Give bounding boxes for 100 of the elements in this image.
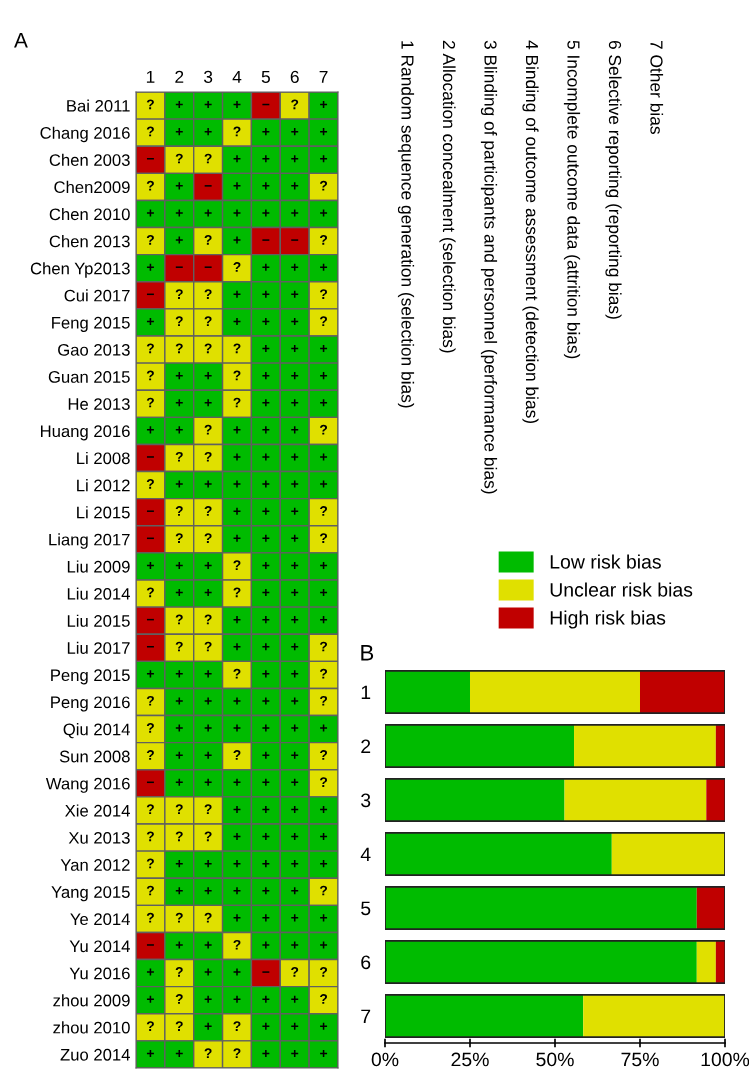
text: + bbox=[146, 1049, 154, 1057]
text: + bbox=[233, 534, 241, 542]
bar bbox=[385, 670, 470, 714]
text: 5 Incomplete outcome data (attrition bias) bbox=[563, 40, 581, 359]
y-tick-label: Feng 2015 bbox=[52, 316, 130, 332]
legend-label: Low risk bias bbox=[550, 554, 661, 569]
x-tick-label: 5 bbox=[261, 70, 270, 84]
text: + bbox=[291, 1049, 299, 1057]
y-tick-label: Liu 2014 bbox=[67, 587, 130, 600]
text: ? bbox=[204, 316, 212, 327]
y-tick-label: Yang 2015 bbox=[51, 886, 130, 902]
text: + bbox=[233, 101, 241, 109]
text: + bbox=[291, 534, 299, 542]
text: + bbox=[175, 941, 183, 949]
text: ? bbox=[146, 370, 154, 381]
text: + bbox=[262, 345, 270, 353]
text: + bbox=[320, 1049, 328, 1057]
text: + bbox=[291, 914, 299, 922]
y-tick-label: Xie 2014 bbox=[65, 804, 130, 817]
text: + bbox=[204, 941, 212, 949]
text: ? bbox=[146, 695, 154, 706]
text: + bbox=[262, 480, 270, 488]
text: + bbox=[175, 778, 183, 786]
text: ? bbox=[175, 641, 183, 652]
text: ? bbox=[319, 994, 328, 1004]
text: + bbox=[291, 372, 299, 380]
text: + bbox=[320, 805, 328, 813]
text: ? bbox=[291, 99, 299, 110]
text: + bbox=[262, 317, 270, 325]
text: + bbox=[262, 561, 270, 569]
text: + bbox=[146, 209, 154, 217]
text: + bbox=[175, 236, 183, 244]
chart-title: A bbox=[14, 33, 28, 48]
bar bbox=[696, 886, 725, 930]
y-tick-label: Peng 2015 bbox=[51, 669, 130, 685]
bar bbox=[583, 994, 725, 1038]
text: + bbox=[320, 399, 328, 407]
text: ? bbox=[175, 831, 183, 842]
y-tick-label: Chang 2016 bbox=[40, 126, 130, 143]
text: + bbox=[320, 724, 328, 732]
x-tick-label: 75% bbox=[621, 1052, 659, 1067]
text: + bbox=[175, 480, 183, 488]
text: + bbox=[320, 128, 328, 136]
text: + bbox=[204, 751, 212, 759]
text: ? bbox=[146, 804, 154, 815]
text: + bbox=[233, 426, 241, 434]
text: + bbox=[233, 778, 241, 786]
x-tick-label: 100% bbox=[701, 1052, 749, 1067]
text: + bbox=[204, 101, 212, 109]
text: + bbox=[146, 317, 154, 325]
text: + bbox=[320, 941, 328, 949]
text: + bbox=[204, 968, 212, 976]
text: + bbox=[320, 372, 328, 380]
text: ? bbox=[146, 858, 154, 869]
text: + bbox=[262, 399, 270, 407]
text: + bbox=[262, 670, 270, 678]
text: + bbox=[291, 345, 299, 353]
text: + bbox=[175, 887, 183, 895]
text: + bbox=[233, 724, 241, 732]
text: + bbox=[146, 263, 154, 271]
text: + bbox=[320, 914, 328, 922]
text: + bbox=[233, 860, 241, 868]
text: + bbox=[175, 724, 183, 732]
text: ? bbox=[233, 939, 241, 950]
text: + bbox=[291, 941, 299, 949]
y-tick-label: Liu 2017 bbox=[67, 641, 130, 654]
text: ? bbox=[233, 262, 241, 272]
x-tick-label: 0% bbox=[371, 1052, 399, 1067]
text: + bbox=[320, 209, 328, 217]
text: + bbox=[146, 968, 154, 976]
text: + bbox=[291, 399, 299, 407]
bar bbox=[611, 832, 725, 876]
y-tick-label: Guan 2015 bbox=[48, 371, 130, 383]
text: + bbox=[320, 155, 328, 163]
text: + bbox=[175, 670, 183, 678]
text: + bbox=[291, 995, 299, 1003]
text: + bbox=[262, 372, 270, 380]
text: + bbox=[262, 589, 270, 597]
text: + bbox=[262, 453, 270, 461]
x-tick-label: 4 bbox=[232, 70, 242, 83]
text: + bbox=[146, 561, 154, 569]
bar bbox=[640, 670, 725, 714]
text: + bbox=[291, 561, 299, 569]
y-tick-label: Yu 2014 bbox=[69, 940, 130, 953]
text: − bbox=[146, 645, 154, 648]
y-tick-label: Sun 2008 bbox=[59, 750, 130, 763]
text: + bbox=[204, 209, 212, 217]
text: 4 Binding of outcome assessment (detection bias) bbox=[522, 40, 539, 423]
text: ? bbox=[319, 967, 328, 977]
text: ? bbox=[175, 451, 183, 462]
text: ? bbox=[204, 912, 212, 923]
y-tick-label: Huang 2016 bbox=[41, 425, 130, 441]
y-tick-label: Bai 2011 bbox=[67, 99, 130, 112]
text: − bbox=[146, 781, 154, 784]
text: ? bbox=[233, 1021, 241, 1031]
text: ? bbox=[233, 668, 241, 679]
text: + bbox=[233, 833, 241, 841]
text: − bbox=[146, 293, 154, 296]
text: + bbox=[291, 805, 299, 813]
text: + bbox=[204, 372, 212, 380]
